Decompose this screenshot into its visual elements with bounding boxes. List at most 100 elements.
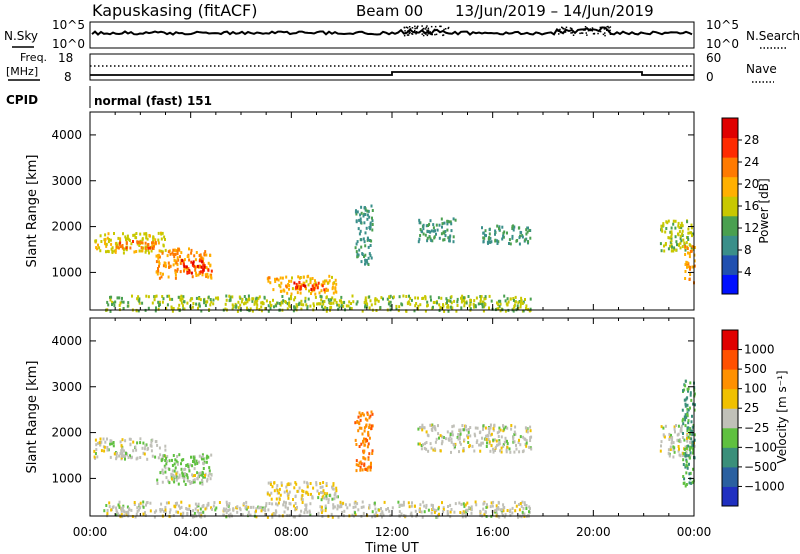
power-cell <box>204 250 207 254</box>
power-cell <box>139 232 142 236</box>
power-cell <box>660 224 663 228</box>
velocity-cell <box>502 503 505 507</box>
power-cell <box>119 245 122 249</box>
power-cell <box>335 282 338 286</box>
velocity-cell <box>294 508 297 512</box>
velocity-cell <box>171 469 174 473</box>
nsearch-dot <box>559 28 561 31</box>
velocity-cell <box>159 471 162 475</box>
velocity-cell <box>318 492 320 496</box>
velocity-cell <box>506 426 509 430</box>
velocity-cell <box>144 511 146 515</box>
power-cell <box>681 232 684 236</box>
power-cell <box>281 276 284 280</box>
nsearch-dot <box>413 31 415 33</box>
power-cell <box>279 285 282 289</box>
velocity-cell <box>420 447 423 451</box>
velocity-cell <box>470 511 473 515</box>
velocity-cell <box>142 512 145 516</box>
power-cell <box>111 250 114 253</box>
power-cell <box>414 296 417 300</box>
power-cell <box>389 294 392 298</box>
velocity-cell <box>442 507 445 511</box>
velocity-cell <box>668 438 671 441</box>
power-x-axis <box>89 112 695 310</box>
velocity-cell <box>175 478 178 482</box>
freq-bottom-tick: 8 <box>64 70 72 84</box>
power-cell <box>177 258 180 262</box>
velocity-cell <box>121 451 124 455</box>
velocity-cell <box>520 515 523 519</box>
velocity-cell <box>690 398 693 402</box>
velocity-cell <box>134 445 137 449</box>
velocity-cell <box>519 435 522 439</box>
velocity-cell <box>356 420 359 424</box>
velocity-cell <box>201 457 203 461</box>
velocity-cell <box>679 440 682 444</box>
nsearch-dot <box>586 34 588 36</box>
power-cell <box>363 221 366 225</box>
freq-top-tick: 18 <box>58 51 73 65</box>
power-cell <box>428 235 431 239</box>
velocity-cell <box>164 508 167 512</box>
velocity-cell <box>185 464 188 467</box>
power-cell <box>513 305 516 308</box>
velocity-cell <box>686 464 689 468</box>
velocity-cell <box>107 448 110 452</box>
power-cell <box>166 254 169 258</box>
power-cell <box>369 221 372 225</box>
velocity-cell <box>125 451 127 455</box>
nsearch-label: N.Search <box>746 29 800 43</box>
power-cell <box>291 287 294 291</box>
velocity-cell <box>310 492 312 496</box>
power-cell <box>306 307 309 311</box>
velocity-cell <box>684 413 687 417</box>
velocity-cell <box>208 471 211 475</box>
velocity-cell <box>525 441 528 445</box>
velocity-cell <box>176 455 179 458</box>
power-cell <box>209 275 212 279</box>
velocity-cell <box>523 437 526 441</box>
power-cell <box>364 296 367 300</box>
velocity-colorbar-swatch <box>722 388 738 409</box>
velocity-cell <box>493 424 496 428</box>
velocity-cell <box>441 435 444 439</box>
power-cell <box>349 306 351 310</box>
power-cell <box>437 296 440 300</box>
velocity-cell <box>482 507 485 511</box>
velocity-cell <box>120 444 123 448</box>
velocity-cell <box>327 498 330 502</box>
velocity-cell <box>212 504 215 508</box>
velocity-cell <box>691 443 694 447</box>
velocity-cell <box>242 502 245 506</box>
power-cell <box>662 222 665 226</box>
velocity-cell <box>95 443 98 447</box>
velocity-cell <box>489 433 492 437</box>
power-cell <box>395 304 398 308</box>
power-cell <box>260 305 263 309</box>
nsearch-dot <box>426 34 429 37</box>
velocity-ylabel: Slant Range [km] <box>25 361 40 474</box>
velocity-cell <box>339 500 342 504</box>
power-cell <box>215 296 217 300</box>
velocity-cell <box>199 481 202 485</box>
velocity-cell <box>328 494 331 497</box>
power-cell <box>169 264 172 268</box>
velocity-cell <box>492 447 494 451</box>
velocity-cell <box>124 439 127 443</box>
power-cell <box>127 237 130 241</box>
velocity-cell <box>683 398 686 402</box>
power-cell <box>285 284 288 288</box>
power-cell <box>359 219 362 223</box>
velocity-cell <box>151 454 154 458</box>
velocity-cell <box>682 432 684 435</box>
nsky-panel <box>89 21 695 49</box>
velocity-cell <box>474 426 477 430</box>
velocity-cell <box>341 510 344 514</box>
nsearch-dot <box>449 32 451 34</box>
power-cell <box>432 229 435 233</box>
power-cell <box>688 255 691 259</box>
power-cell <box>335 290 338 294</box>
velocity-cell <box>168 467 171 471</box>
velocity-cell <box>195 459 198 463</box>
